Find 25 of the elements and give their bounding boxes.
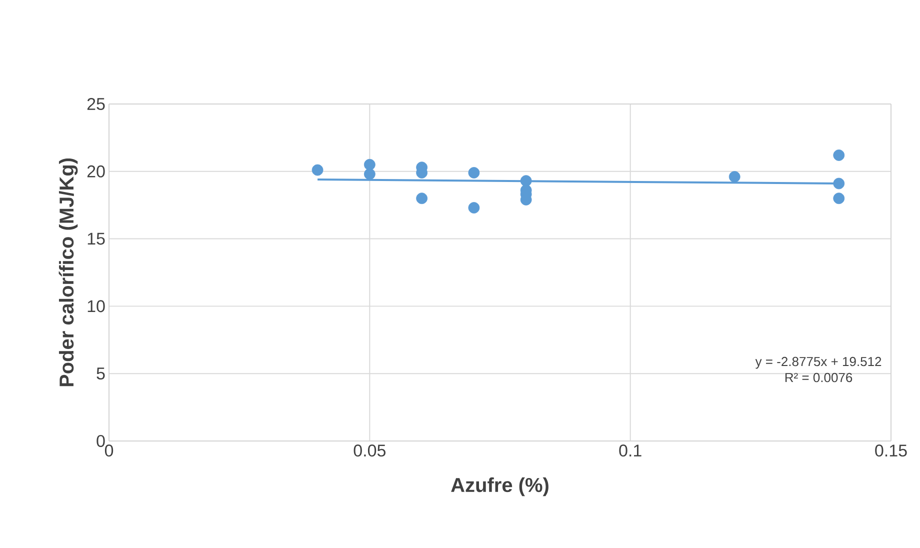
- point: [520, 175, 532, 187]
- point: [468, 202, 480, 214]
- point: [833, 192, 845, 204]
- y-tick-label: 15: [88, 232, 105, 245]
- x-tick-label: 0.05: [354, 444, 386, 457]
- x-tick-label: 0.15: [875, 444, 907, 457]
- point: [833, 150, 845, 161]
- y-axis-title: Poder calorífico (MJ/Kg): [58, 158, 78, 386]
- x-axis-title: Azufre (%): [451, 477, 548, 496]
- annotation: R² = 0.0076: [785, 372, 852, 382]
- y-tick-label: 25: [87, 98, 105, 110]
- annotation: y = -2.8775x + 19.512: [755, 356, 882, 369]
- point: [312, 164, 324, 176]
- point: [468, 167, 480, 178]
- y-tick-label: 20: [87, 165, 105, 178]
- x-tick-label: 0.1: [619, 444, 642, 457]
- point: [364, 158, 376, 170]
- y-tick-label: 10: [88, 300, 105, 312]
- point: [416, 192, 428, 204]
- x-tick-label: 0: [104, 444, 114, 457]
- y-tick-label: 0: [96, 434, 105, 448]
- point: [833, 178, 845, 190]
- y-tick-label: 5: [96, 368, 105, 380]
- point: [364, 168, 376, 180]
- point: [728, 171, 740, 182]
